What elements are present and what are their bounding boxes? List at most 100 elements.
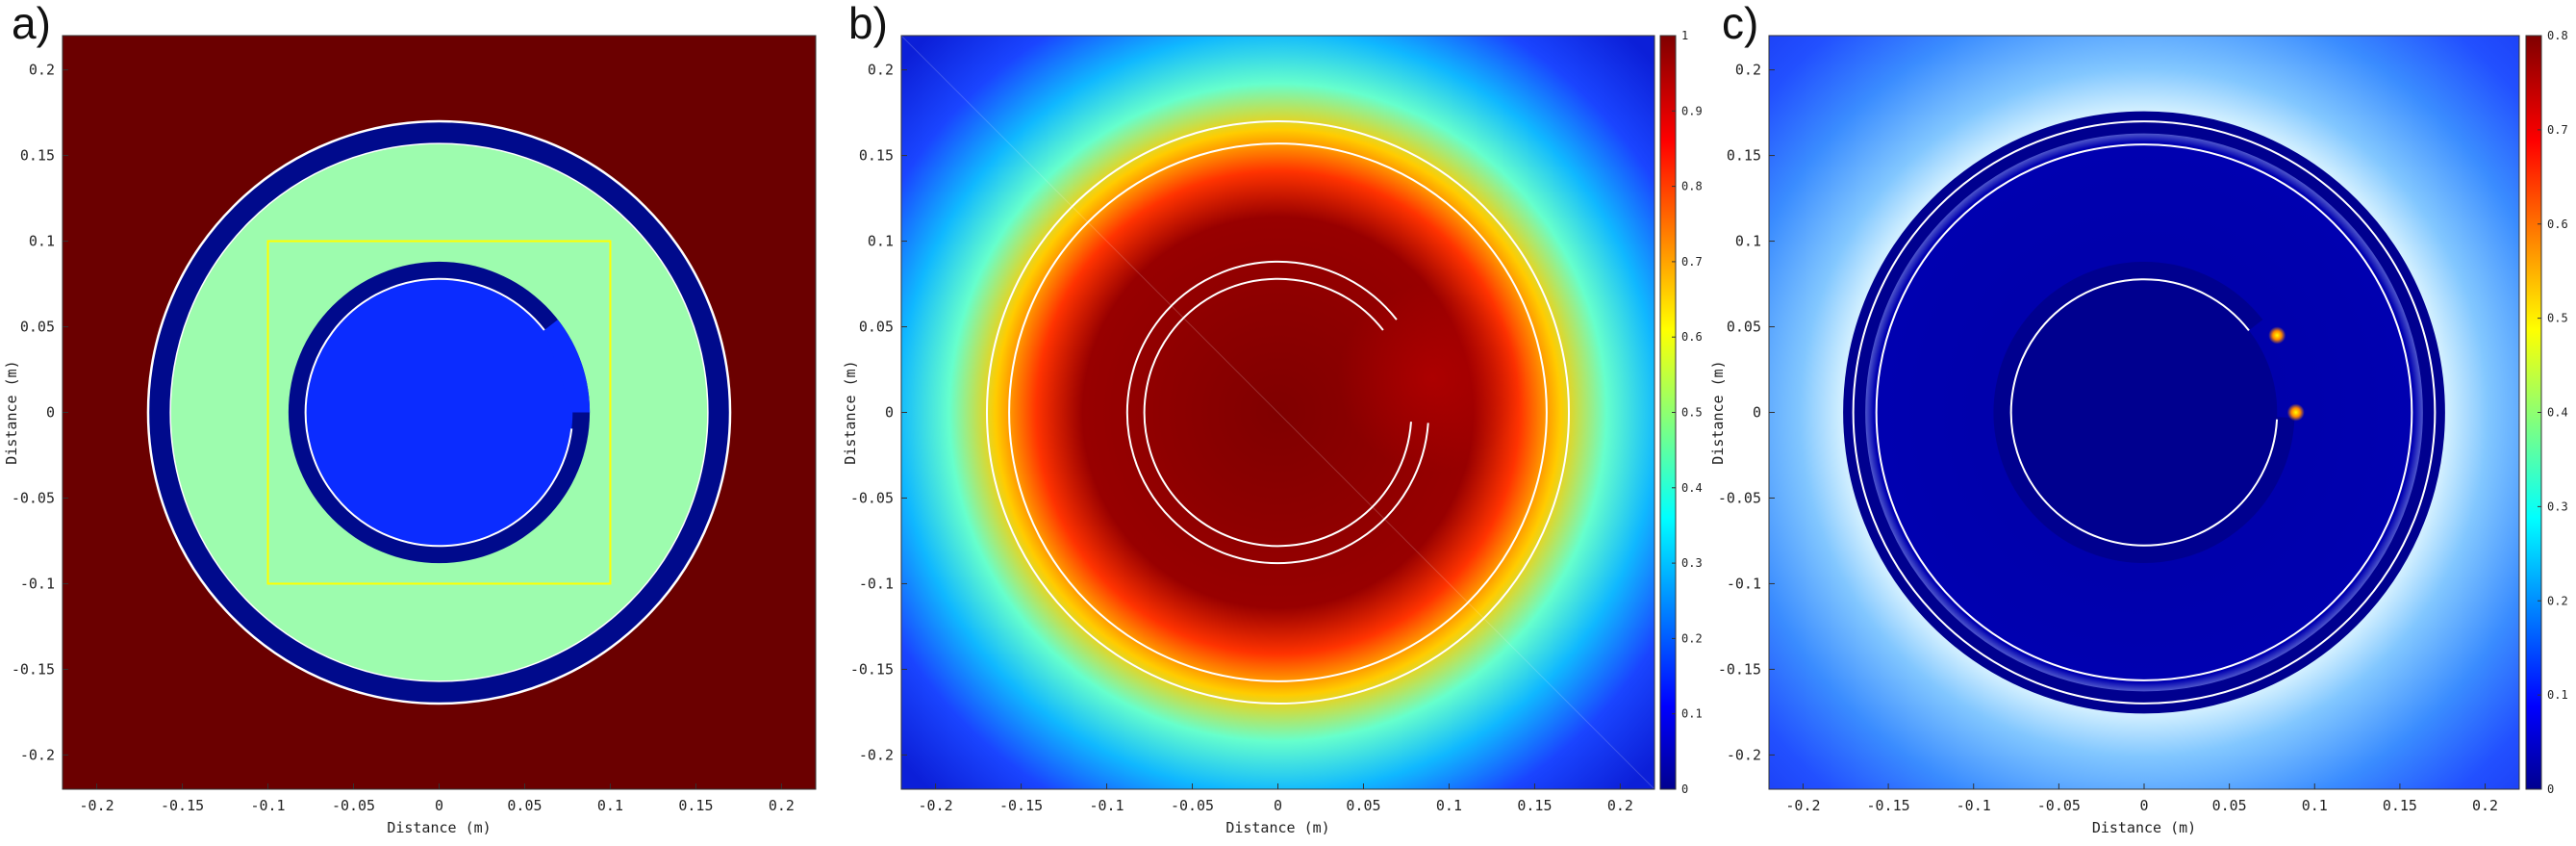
y-tick-label: -0.2 bbox=[20, 746, 55, 763]
x-tick-label: -0.1 bbox=[1957, 797, 1991, 814]
colorbar-tick-label: 0.3 bbox=[1681, 556, 1703, 570]
colorbar-tick-label: 0.2 bbox=[2547, 594, 2568, 607]
x-tick-label: -0.15 bbox=[999, 797, 1043, 814]
colorbar-tick-label: 0.7 bbox=[2547, 123, 2568, 137]
x-tick-label: -0.1 bbox=[1089, 797, 1124, 814]
panel-letter: c) bbox=[1722, 0, 1758, 48]
y-axis-label: Distance (m) bbox=[3, 360, 20, 464]
boundary-circle bbox=[1008, 142, 1548, 682]
x-tick-label: 0.1 bbox=[597, 797, 623, 814]
outer-ring-edge bbox=[1852, 120, 2437, 705]
y-tick-label: 0 bbox=[1753, 404, 1761, 422]
x-tick-label: 0.15 bbox=[2383, 797, 2417, 814]
panel-2: -0.2 -0.15 -0.1 -0.05 0 0.05 0.1 0.15 0.2 0.2 0.15… bbox=[842, 0, 1703, 836]
x-tick-label: 0.05 bbox=[1346, 797, 1380, 814]
colorbar-tick-label: 0.6 bbox=[1681, 330, 1703, 344]
inner-ring bbox=[1993, 262, 2295, 563]
x-tick-label: -0.1 bbox=[250, 797, 285, 814]
y-tick-label: -0.05 bbox=[1718, 489, 1761, 506]
y-tick-label: 0.15 bbox=[20, 147, 55, 165]
ring-gap bbox=[543, 320, 591, 413]
colorbar-tick-label: 0.1 bbox=[2547, 688, 2568, 702]
panel-letter: b) bbox=[848, 0, 888, 48]
colorbar-tick-label: 0.2 bbox=[1681, 631, 1703, 645]
colorbar-tick-label: 0.5 bbox=[1681, 406, 1703, 420]
x-tick-label: 0.05 bbox=[2212, 797, 2247, 814]
x-tick-label: 0 bbox=[1274, 797, 1282, 814]
inner-region bbox=[2010, 279, 2278, 546]
y-tick-label: 0.15 bbox=[859, 147, 894, 165]
x-tick-label: 0.2 bbox=[2472, 797, 2498, 814]
y-tick-label: 0.2 bbox=[29, 62, 55, 79]
x-tick-label: 0.05 bbox=[507, 797, 542, 814]
y-tick-label: 0.1 bbox=[29, 233, 55, 250]
panel-1: -0.2 -0.15 -0.1 -0.05 0 0.05 0.1 0.15 0.2 0.2 0.15… bbox=[3, 0, 817, 836]
colorbar-tick-label: 0.3 bbox=[2547, 500, 2568, 513]
y-tick-label: 0.1 bbox=[868, 233, 894, 250]
colorbar-tick-label: 0 bbox=[2547, 782, 2554, 796]
x-tick-label: 0.15 bbox=[1517, 797, 1552, 814]
boundary-arc bbox=[1143, 277, 1412, 548]
plot-area bbox=[63, 36, 816, 789]
x-tick-label: -0.2 bbox=[80, 797, 114, 814]
y-tick-label: -0.15 bbox=[12, 660, 55, 678]
plot-area bbox=[1769, 36, 2519, 789]
x-tick-label: 0.2 bbox=[1607, 797, 1633, 814]
inner-ring-edge bbox=[2009, 278, 2279, 547]
x-axis-label: Distance (m) bbox=[2092, 819, 2196, 836]
colorbar-tick-label: 0.6 bbox=[2547, 218, 2568, 231]
mesh-diagonal bbox=[901, 36, 1654, 789]
x-tick-label: -0.15 bbox=[161, 797, 204, 814]
x-tick-label: 0.15 bbox=[678, 797, 713, 814]
tip-hotspot bbox=[2286, 403, 2305, 422]
colorbar-tick-label: 0.5 bbox=[2547, 312, 2568, 325]
x-axis-label: Distance (m) bbox=[1225, 819, 1329, 836]
colorbar-tick-label: 0.8 bbox=[1681, 180, 1703, 193]
outer-ring-edge bbox=[1875, 143, 2413, 681]
y-tick-label: 0 bbox=[885, 404, 894, 422]
y-tick-label: -0.1 bbox=[20, 575, 55, 592]
x-tick-label: -0.05 bbox=[332, 797, 375, 814]
y-tick-label: -0.15 bbox=[850, 660, 894, 678]
highlight-box bbox=[266, 240, 612, 585]
y-tick-label: 0 bbox=[46, 404, 55, 422]
x-tick-label: 0.1 bbox=[1436, 797, 1462, 814]
y-tick-label: 0.2 bbox=[868, 62, 894, 79]
panel-3: -0.2 -0.15 -0.1 -0.05 0 0.05 0.1 0.15 0.2 0.2 0.15… bbox=[1709, 0, 2568, 836]
x-tick-label: -0.05 bbox=[2037, 797, 2081, 814]
y-tick-label: 0.05 bbox=[859, 319, 894, 336]
colorbar-tick-label: 0.8 bbox=[2547, 29, 2568, 42]
x-tick-label: 0 bbox=[435, 797, 443, 814]
x-tick-label: 0.2 bbox=[769, 797, 795, 814]
inner-ring-edge bbox=[304, 277, 573, 548]
y-tick-label: 0.1 bbox=[1735, 233, 1761, 250]
colorbar-tick-label: 0.4 bbox=[2547, 406, 2568, 420]
plot-area bbox=[901, 36, 1654, 789]
boundary-arc bbox=[1125, 260, 1429, 565]
tip-hotspot bbox=[2268, 326, 2286, 345]
y-tick-label: -0.1 bbox=[1727, 575, 1761, 592]
y-axis-label: Distance (m) bbox=[842, 360, 859, 464]
x-tick-label: -0.2 bbox=[1785, 797, 1820, 814]
y-tick-label: 0.05 bbox=[20, 319, 55, 336]
y-tick-label: -0.2 bbox=[1727, 746, 1761, 763]
y-tick-label: -0.2 bbox=[859, 746, 894, 763]
inner-region bbox=[305, 278, 573, 547]
field-hotspot bbox=[1337, 284, 1527, 473]
boundary-circle bbox=[985, 119, 1571, 705]
colorbar-tick-label: 1 bbox=[1681, 29, 1688, 42]
colorbar-tick-label: 0.9 bbox=[1681, 104, 1703, 117]
y-tick-label: -0.1 bbox=[859, 575, 894, 592]
y-tick-label: -0.05 bbox=[850, 489, 894, 506]
field-map bbox=[901, 36, 1654, 789]
colorbar-tick-label: 0 bbox=[1681, 782, 1688, 796]
x-tick-label: -0.15 bbox=[1867, 797, 1910, 814]
y-tick-label: -0.05 bbox=[12, 489, 55, 506]
y-tick-label: -0.15 bbox=[1718, 660, 1761, 678]
panel-letter: a) bbox=[12, 0, 51, 48]
y-tick-label: 0.15 bbox=[1727, 147, 1761, 165]
x-tick-label: -0.2 bbox=[919, 797, 953, 814]
x-tick-label: -0.05 bbox=[1171, 797, 1214, 814]
colorbar-tick-label: 0.7 bbox=[1681, 255, 1703, 269]
x-tick-label: 0.1 bbox=[2302, 797, 2328, 814]
